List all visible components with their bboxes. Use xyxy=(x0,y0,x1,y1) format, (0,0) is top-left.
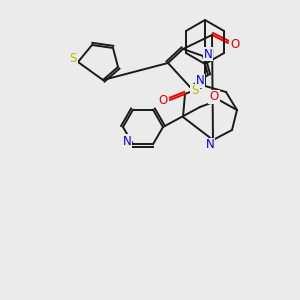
Text: S: S xyxy=(69,52,77,65)
Text: S: S xyxy=(191,85,199,98)
Text: N: N xyxy=(204,47,212,61)
Text: O: O xyxy=(230,38,240,50)
Text: O: O xyxy=(209,91,219,103)
Text: N: N xyxy=(196,74,204,88)
Text: N: N xyxy=(123,135,131,148)
Text: O: O xyxy=(158,94,168,106)
Text: N: N xyxy=(206,139,214,152)
